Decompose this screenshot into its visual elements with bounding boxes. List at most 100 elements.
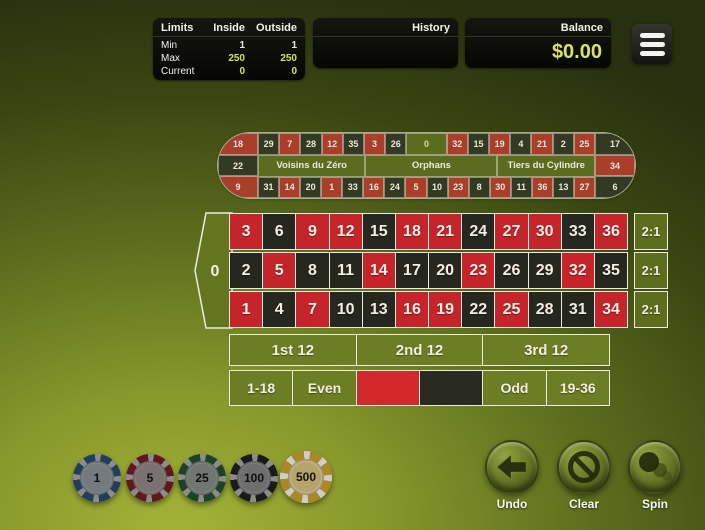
- bet-number-6[interactable]: 6: [263, 214, 297, 249]
- bet-number-16[interactable]: 16: [395, 292, 430, 327]
- bet-number-12[interactable]: 12: [329, 214, 363, 249]
- bet-number-9[interactable]: 9: [296, 214, 330, 249]
- bet-number-19[interactable]: 19: [429, 292, 463, 327]
- bet-number-13[interactable]: 13: [362, 292, 396, 327]
- racetrack-sector-0[interactable]: Voisins du Zéro: [258, 154, 366, 177]
- bet-number-30[interactable]: 30: [528, 214, 562, 249]
- racetrack-sector-2[interactable]: Tiers du Cylindre: [497, 154, 595, 177]
- bet-number-33[interactable]: 33: [561, 214, 595, 249]
- bet-number-26[interactable]: 26: [495, 253, 529, 288]
- bet-column-bottom[interactable]: 2:1: [634, 291, 668, 328]
- bet-odd[interactable]: Odd: [483, 371, 547, 405]
- bet-column-middle[interactable]: 2:1: [634, 252, 668, 289]
- racetrack-number-32[interactable]: 32: [446, 133, 468, 155]
- racetrack-number-20[interactable]: 20: [300, 176, 322, 198]
- racetrack-number-35[interactable]: 35: [342, 133, 364, 155]
- bet-number-8[interactable]: 8: [296, 253, 330, 288]
- racetrack-number-6[interactable]: 6: [595, 176, 635, 198]
- racetrack-number-23[interactable]: 23: [447, 176, 469, 198]
- racetrack-number-28[interactable]: 28: [300, 133, 322, 155]
- racetrack-number-0[interactable]: 0: [406, 133, 447, 155]
- racetrack-number-5[interactable]: 5: [405, 176, 427, 198]
- racetrack-sector-1[interactable]: Orphans: [365, 154, 498, 177]
- bet-number-34[interactable]: 34: [594, 292, 628, 327]
- racetrack-number-36[interactable]: 36: [531, 176, 553, 198]
- bet-number-28[interactable]: 28: [528, 292, 562, 327]
- racetrack-number-30[interactable]: 30: [489, 176, 511, 198]
- bet-number-20[interactable]: 20: [429, 253, 463, 288]
- bet-red[interactable]: [356, 371, 420, 405]
- zero-label: 0: [211, 263, 220, 280]
- bet-number-4[interactable]: 4: [263, 292, 297, 327]
- racetrack-number-26[interactable]: 26: [385, 133, 407, 155]
- bet-number-21[interactable]: 21: [429, 214, 463, 249]
- chip-100[interactable]: 100: [230, 454, 278, 502]
- bet-column-top[interactable]: 2:1: [634, 213, 668, 250]
- racetrack-number-9[interactable]: 9: [218, 176, 258, 198]
- racetrack-number-33[interactable]: 33: [342, 176, 364, 198]
- history-title: History: [412, 22, 450, 34]
- racetrack-number-11[interactable]: 11: [510, 176, 532, 198]
- bet-number-18[interactable]: 18: [395, 214, 430, 249]
- bet-number-3[interactable]: 3: [230, 214, 264, 249]
- racetrack-number-25[interactable]: 25: [573, 133, 595, 155]
- undo-button[interactable]: [485, 440, 539, 494]
- bet-number-1[interactable]: 1: [230, 292, 264, 327]
- bet-dozen-3[interactable]: 3rd 12: [483, 335, 610, 365]
- spin-button[interactable]: [628, 440, 682, 494]
- chip-500[interactable]: 500: [280, 451, 332, 503]
- racetrack-number-18[interactable]: 18: [218, 133, 258, 155]
- bet-number-25[interactable]: 25: [495, 292, 529, 327]
- bet-number-31[interactable]: 31: [561, 292, 595, 327]
- menu-button[interactable]: [632, 24, 672, 64]
- bet-19-36[interactable]: 19-36: [546, 371, 609, 405]
- bet-even[interactable]: Even: [293, 371, 357, 405]
- racetrack-number-2[interactable]: 2: [552, 133, 574, 155]
- bet-dozen-1[interactable]: 1st 12: [230, 335, 357, 365]
- bet-black[interactable]: [419, 371, 484, 405]
- bet-number-14[interactable]: 14: [362, 253, 396, 288]
- racetrack-number-3[interactable]: 3: [363, 133, 386, 155]
- bet-number-22[interactable]: 22: [462, 292, 496, 327]
- bet-number-29[interactable]: 29: [528, 253, 562, 288]
- bet-1-18[interactable]: 1-18: [230, 371, 294, 405]
- bet-number-5[interactable]: 5: [263, 253, 297, 288]
- bet-number-32[interactable]: 32: [561, 253, 595, 288]
- racetrack-number-16[interactable]: 16: [363, 176, 385, 198]
- bet-number-15[interactable]: 15: [362, 214, 396, 249]
- racetrack-number-34[interactable]: 34: [595, 154, 635, 177]
- bet-number-36[interactable]: 36: [594, 214, 628, 249]
- bet-number-27[interactable]: 27: [495, 214, 529, 249]
- chip-1[interactable]: 1: [73, 454, 121, 502]
- bet-number-2[interactable]: 2: [230, 253, 264, 288]
- bet-zero[interactable]: 0: [194, 212, 233, 329]
- racetrack-number-27[interactable]: 27: [573, 176, 595, 198]
- racetrack-number-12[interactable]: 12: [321, 133, 343, 155]
- bet-number-11[interactable]: 11: [329, 253, 363, 288]
- racetrack-number-8[interactable]: 8: [468, 176, 490, 198]
- racetrack-number-10[interactable]: 10: [426, 176, 448, 198]
- bet-number-35[interactable]: 35: [594, 253, 628, 288]
- racetrack-number-7[interactable]: 7: [279, 133, 301, 155]
- racetrack-number-22[interactable]: 22: [218, 154, 258, 177]
- racetrack-number-15[interactable]: 15: [467, 133, 490, 155]
- racetrack-number-31[interactable]: 31: [258, 176, 280, 198]
- racetrack-number-19[interactable]: 19: [489, 133, 511, 155]
- racetrack-number-17[interactable]: 17: [595, 133, 635, 155]
- racetrack-number-1[interactable]: 1: [321, 176, 343, 198]
- racetrack-number-24[interactable]: 24: [384, 176, 406, 198]
- bet-number-17[interactable]: 17: [395, 253, 430, 288]
- bet-dozen-2[interactable]: 2nd 12: [356, 335, 484, 365]
- racetrack-number-21[interactable]: 21: [531, 133, 553, 155]
- racetrack-number-13[interactable]: 13: [552, 176, 574, 198]
- racetrack-number-4[interactable]: 4: [510, 133, 532, 155]
- bet-number-10[interactable]: 10: [329, 292, 363, 327]
- chip-25[interactable]: 25: [178, 454, 226, 502]
- bet-number-7[interactable]: 7: [296, 292, 330, 327]
- chip-5[interactable]: 5: [126, 454, 174, 502]
- bet-number-24[interactable]: 24: [462, 214, 496, 249]
- racetrack-number-29[interactable]: 29: [258, 133, 280, 155]
- clear-button[interactable]: [557, 440, 611, 494]
- racetrack-number-14[interactable]: 14: [279, 176, 301, 198]
- bet-number-23[interactable]: 23: [462, 253, 496, 288]
